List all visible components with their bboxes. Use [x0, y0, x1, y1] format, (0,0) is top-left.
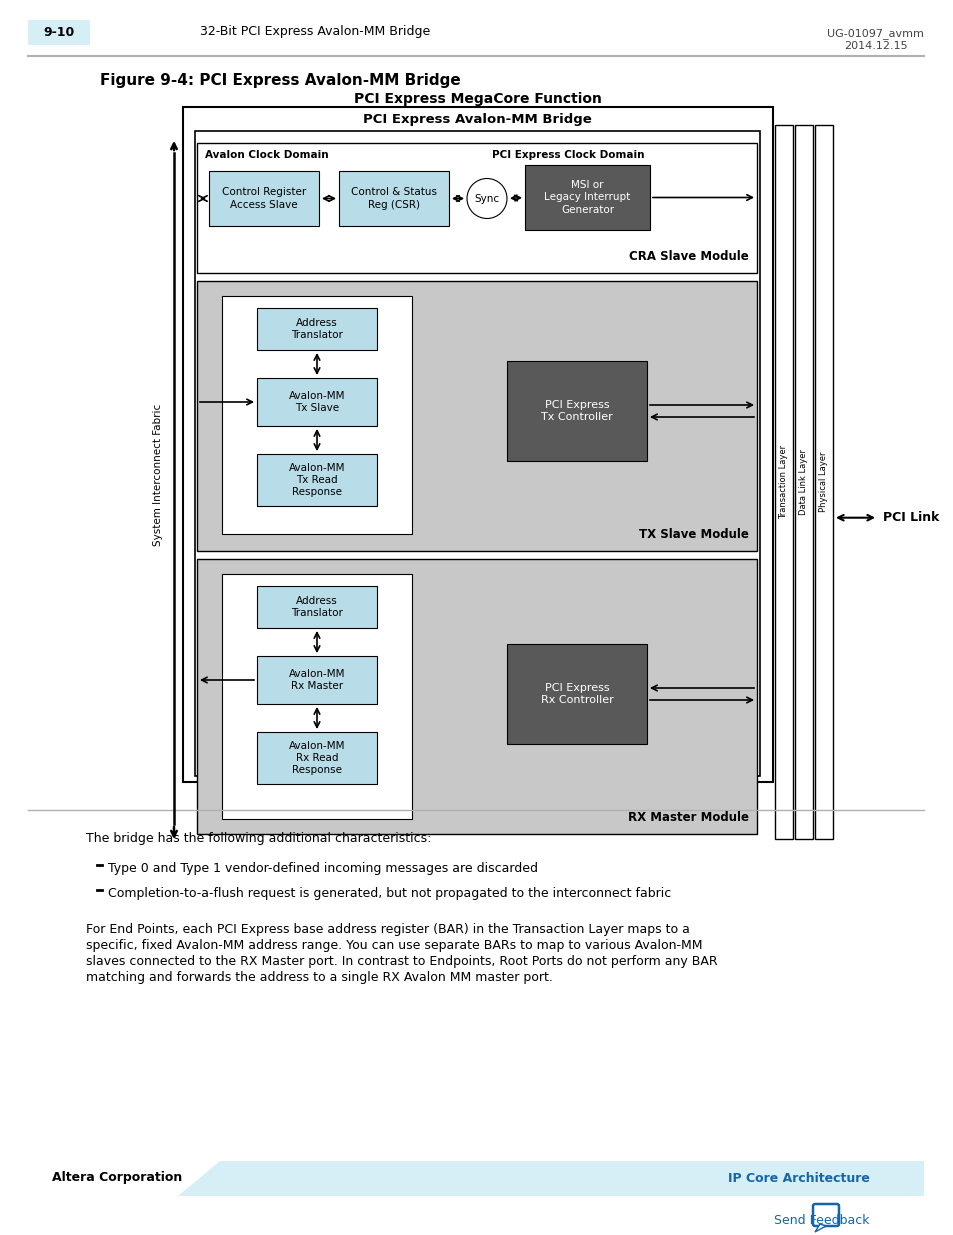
Bar	[338, 170, 449, 226]
Text: Avalon-MM
Rx Master: Avalon-MM Rx Master	[289, 669, 345, 692]
Circle shape	[467, 179, 506, 219]
Polygon shape	[178, 1161, 220, 1195]
Text: Avalon-MM
Tx Slave: Avalon-MM Tx Slave	[289, 390, 345, 414]
Text: Physical Layer: Physical Layer	[819, 452, 827, 513]
Polygon shape	[178, 1161, 923, 1195]
Text: Sync: Sync	[474, 194, 499, 204]
Text: PCI Express Clock Domain: PCI Express Clock Domain	[492, 149, 644, 161]
Text: PCI Express
Tx Controller: PCI Express Tx Controller	[540, 400, 612, 422]
Text: Completion-to-a-flush request is generated, but not propagated to the interconne: Completion-to-a-flush request is generat…	[108, 887, 671, 900]
Bar	[183, 107, 772, 782]
Text: specific, fixed Avalon-MM address range. You can use separate BARs to map to var: specific, fixed Avalon-MM address range.…	[86, 939, 701, 952]
Text: Avalon Clock Domain: Avalon Clock Domain	[205, 149, 328, 161]
Bar	[506, 643, 646, 743]
Bar	[222, 296, 412, 534]
Bar	[196, 559, 757, 834]
Text: Send Feedback: Send Feedback	[774, 1214, 869, 1226]
Bar	[222, 574, 412, 819]
Bar	[774, 125, 792, 839]
Text: Figure 9-4: PCI Express Avalon-MM Bridge: Figure 9-4: PCI Express Avalon-MM Bridge	[100, 73, 460, 88]
Text: For End Points, each PCI Express base address register (BAR) in the Transaction : For End Points, each PCI Express base ad…	[86, 923, 689, 936]
Text: 32-Bit PCI Express Avalon-MM Bridge: 32-Bit PCI Express Avalon-MM Bridge	[200, 26, 430, 38]
Bar	[196, 143, 757, 273]
Text: Type 0 and Type 1 vendor-defined incoming messages are discarded: Type 0 and Type 1 vendor-defined incomin…	[108, 862, 537, 876]
FancyBboxPatch shape	[812, 1204, 838, 1226]
Text: Data Link Layer: Data Link Layer	[799, 450, 807, 515]
Text: PCI Express
Rx Controller: PCI Express Rx Controller	[540, 683, 613, 705]
Text: UG-01097_avmm
2014.12.15: UG-01097_avmm 2014.12.15	[826, 28, 923, 52]
Text: Avalon-MM
Tx Read
Response: Avalon-MM Tx Read Response	[289, 463, 345, 498]
Text: PCI Link: PCI Link	[882, 511, 939, 524]
Text: TX Slave Module: TX Slave Module	[639, 529, 748, 541]
Bar	[794, 125, 812, 839]
Bar	[256, 732, 376, 784]
Bar	[256, 585, 376, 629]
Text: Address
Translator: Address Translator	[291, 595, 342, 619]
Bar	[256, 656, 376, 704]
Text: MSI or
Legacy Interrupt
Generator: MSI or Legacy Interrupt Generator	[544, 180, 630, 215]
Text: Address
Translator: Address Translator	[291, 317, 342, 340]
Text: 9-10: 9-10	[43, 26, 74, 38]
Text: CRA Slave Module: CRA Slave Module	[629, 249, 748, 263]
Bar	[209, 170, 318, 226]
Text: Control & Status
Reg (CSR): Control & Status Reg (CSR)	[351, 188, 436, 210]
Text: PCI Express MegaCore Function: PCI Express MegaCore Function	[354, 91, 601, 106]
Text: RX Master Module: RX Master Module	[627, 811, 748, 824]
Bar	[28, 20, 90, 44]
Text: Altera Corporation: Altera Corporation	[52, 1172, 182, 1184]
Text: PCI Express Avalon-MM Bridge: PCI Express Avalon-MM Bridge	[363, 114, 591, 126]
Text: slaves connected to the RX Master port. In contrast to Endpoints, Root Ports do : slaves connected to the RX Master port. …	[86, 955, 717, 968]
Text: Control Register
Access Slave: Control Register Access Slave	[222, 188, 306, 210]
Bar	[506, 361, 646, 461]
Bar	[256, 308, 376, 350]
Polygon shape	[814, 1224, 825, 1233]
Bar	[256, 454, 376, 506]
Text: Avalon-MM
Rx Read
Response: Avalon-MM Rx Read Response	[289, 741, 345, 776]
Text: matching and forwards the address to a single RX Avalon MM master port.: matching and forwards the address to a s…	[86, 971, 553, 984]
Bar	[256, 378, 376, 426]
Bar	[196, 282, 757, 551]
Text: System Interconnect Fabric: System Interconnect Fabric	[152, 404, 163, 546]
Text: The bridge has the following additional characteristics:: The bridge has the following additional …	[86, 832, 431, 845]
Text: Transaction Layer: Transaction Layer	[779, 445, 788, 519]
Text: IP Core Architecture: IP Core Architecture	[727, 1172, 869, 1184]
Bar	[194, 131, 760, 776]
Bar	[524, 165, 649, 230]
Bar	[814, 125, 832, 839]
